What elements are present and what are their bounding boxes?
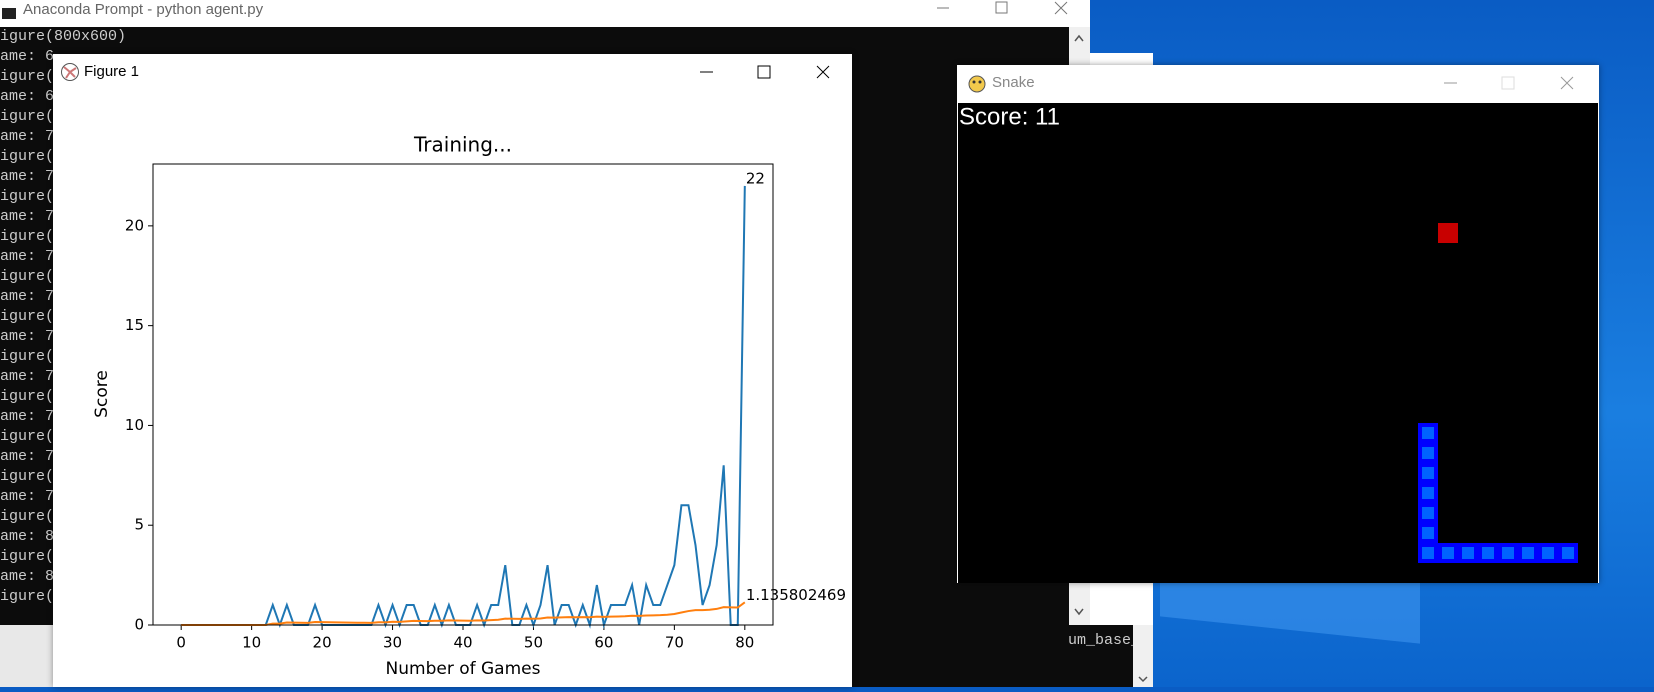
snake-segment-inner: [1422, 447, 1434, 459]
x-tick-label: 80: [735, 634, 754, 652]
value-label: 22: [746, 169, 765, 187]
close-button[interactable]: [1560, 76, 1574, 90]
maximize-button[interactable]: [995, 1, 1008, 14]
terminal-line: ame: 7: [0, 208, 55, 225]
line-series: [181, 185, 746, 629]
y-tick-label: 20: [125, 216, 144, 234]
terminal-line: igure(: [0, 508, 55, 525]
x-tick-label: 50: [524, 634, 543, 652]
window-title: Snake: [992, 74, 1035, 91]
y-axis-label: Score: [92, 370, 112, 418]
terminal-line: igure(: [0, 108, 55, 125]
scroll-arrow[interactable]: [1133, 625, 1153, 687]
window-title: Anaconda Prompt - python agent.py: [23, 1, 264, 18]
y-tick-label: 10: [125, 416, 144, 434]
score-text: Score: 11: [959, 103, 1060, 130]
app-icon: [2, 8, 16, 19]
terminal-line: ame: 7: [0, 408, 55, 425]
title-bar: Anaconda Prompt - python agent.py: [0, 0, 1090, 27]
snake-segment-inner: [1522, 547, 1534, 559]
x-tick-label: 20: [313, 634, 332, 652]
window-title: Figure 1: [84, 63, 140, 80]
x-tick-label: 70: [665, 634, 684, 652]
terminal-line: igure(: [0, 268, 55, 285]
terminal-line: igure(: [0, 588, 55, 605]
snake-segment-inner: [1542, 547, 1554, 559]
snake-segment-inner: [1422, 507, 1434, 519]
x-tick-label: 60: [594, 634, 613, 652]
window-controls[interactable]: [693, 54, 852, 91]
terminal-edge: [0, 625, 53, 687]
terminal-line: ame: 7: [0, 168, 55, 185]
figure-window: Figure 1 Training... Number of Games Sco…: [53, 54, 852, 687]
terminal-line: igure(: [0, 348, 55, 365]
x-tick-label: 10: [242, 634, 261, 652]
terminal-line: ame: 7: [0, 448, 55, 465]
terminal-line: igure(: [0, 388, 55, 405]
terminal-line: igure(: [0, 228, 55, 245]
chart: Training... Number of Games Score 0 10 20 3…: [92, 133, 846, 680]
terminal-line: igure(800x600): [0, 28, 127, 45]
terminal-line: ame: 8: [0, 528, 55, 545]
close-button[interactable]: [816, 65, 830, 79]
line-series: [181, 601, 746, 626]
terminal-line: ame: 7: [0, 248, 55, 265]
y-tick-label: 5: [134, 516, 144, 534]
food: [1438, 223, 1458, 243]
snake-segment-inner: [1422, 527, 1434, 539]
x-tick-label: 30: [383, 634, 402, 652]
terminal-line: igure(: [0, 148, 55, 165]
y-tick-label: 0: [134, 616, 144, 634]
terminal-line: ame: 7: [0, 488, 55, 505]
game-canvas: Score: 11: [958, 103, 1598, 583]
app-icon: [968, 75, 986, 93]
snake-segment-inner: [1562, 547, 1574, 559]
snake-segment-inner: [1502, 547, 1514, 559]
window-controls[interactable]: [1437, 65, 1599, 102]
scrollbar[interactable]: [1133, 625, 1153, 687]
app-icon: [61, 63, 79, 81]
terminal-line: ame: 6: [0, 88, 55, 105]
scroll-arrows[interactable]: [1069, 27, 1090, 625]
snake-segment-inner: [1422, 467, 1434, 479]
snake-segment-inner: [1462, 547, 1474, 559]
snake-segment-inner: [1422, 547, 1434, 559]
maximize-button[interactable]: [757, 65, 771, 79]
x-tick-label: 0: [176, 634, 186, 652]
x-axis-label: Number of Games: [386, 659, 541, 679]
value-label: 1.135802469: [746, 586, 846, 604]
terminal-line: ame: 6: [0, 48, 55, 65]
snake-segment-inner: [1482, 547, 1494, 559]
chart-title: Training...: [413, 133, 512, 157]
terminal-line: igure(: [0, 428, 55, 445]
terminal-line: igure(: [0, 188, 55, 205]
terminal-line: ame: 7: [0, 328, 55, 345]
terminal-line: ame: 7: [0, 368, 55, 385]
terminal-line: ame: 8: [0, 568, 55, 585]
axes-frame: [152, 163, 774, 626]
terminal-line: igure(: [0, 548, 55, 565]
snake-segment-inner: [1422, 427, 1434, 439]
y-tick-label: 15: [125, 316, 144, 334]
snake-segment-inner: [1422, 487, 1434, 499]
close-button[interactable]: [1054, 1, 1068, 15]
terminal-line: ame: 7: [0, 128, 55, 145]
title-bar: Snake: [957, 65, 1599, 102]
snake-window: Snake Score: 11: [957, 65, 1599, 583]
terminal-line: igure(: [0, 68, 55, 85]
terminal-line: ame: 7: [0, 288, 55, 305]
x-tick-label: 40: [453, 634, 472, 652]
maximize-button[interactable]: [1501, 76, 1515, 90]
title-bar: Figure 1: [53, 54, 852, 91]
snake-segment-inner: [1442, 547, 1454, 559]
window-controls[interactable]: [920, 0, 1090, 27]
terminal-line: igure(: [0, 468, 55, 485]
terminal-line: igure(: [0, 308, 55, 325]
